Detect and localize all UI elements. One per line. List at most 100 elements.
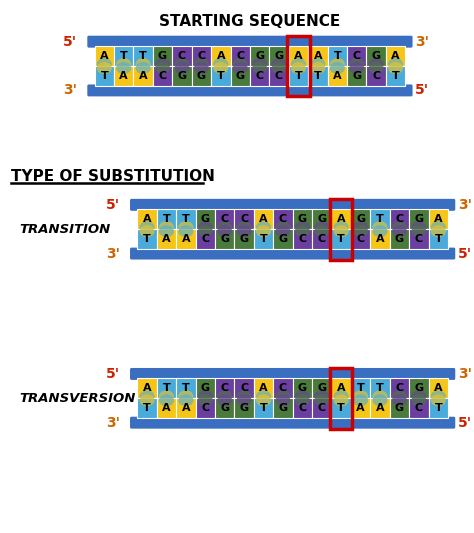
Ellipse shape — [373, 221, 388, 233]
Text: A: A — [376, 403, 384, 413]
Bar — [347, 66, 366, 86]
Text: C: C — [318, 403, 326, 413]
Text: A: A — [182, 403, 190, 413]
Text: A: A — [119, 71, 128, 81]
Bar — [254, 398, 273, 418]
Ellipse shape — [353, 225, 368, 237]
Ellipse shape — [310, 62, 326, 74]
Ellipse shape — [369, 58, 384, 70]
Bar — [292, 398, 312, 418]
Text: T: T — [182, 214, 190, 224]
Ellipse shape — [275, 225, 291, 237]
Ellipse shape — [194, 62, 209, 74]
Ellipse shape — [353, 221, 368, 233]
Bar — [95, 46, 114, 66]
Text: C: C — [275, 71, 283, 81]
Bar — [215, 398, 235, 418]
Bar — [211, 66, 230, 86]
Bar — [386, 66, 405, 86]
Ellipse shape — [136, 58, 151, 70]
Text: G: G — [201, 214, 210, 224]
Ellipse shape — [392, 390, 407, 402]
Text: 3': 3' — [458, 198, 472, 212]
Text: G: G — [278, 403, 288, 413]
Ellipse shape — [139, 394, 155, 406]
Ellipse shape — [272, 62, 287, 74]
Text: G: G — [395, 234, 404, 244]
Text: G: G — [317, 214, 326, 224]
Bar — [390, 398, 409, 418]
Bar — [386, 46, 405, 66]
Ellipse shape — [159, 390, 174, 402]
Bar — [176, 398, 196, 418]
Bar — [370, 378, 390, 398]
Ellipse shape — [194, 58, 209, 70]
Bar — [157, 378, 176, 398]
Ellipse shape — [431, 225, 446, 237]
Text: G: G — [278, 234, 288, 244]
Ellipse shape — [252, 62, 267, 74]
Ellipse shape — [198, 390, 213, 402]
Ellipse shape — [314, 390, 329, 402]
Ellipse shape — [310, 58, 326, 70]
Ellipse shape — [373, 225, 388, 237]
Text: G: G — [414, 214, 423, 224]
Bar — [273, 229, 292, 249]
Text: C: C — [356, 234, 365, 244]
Ellipse shape — [272, 58, 287, 70]
Text: A: A — [333, 71, 342, 81]
Text: G: G — [220, 234, 229, 244]
Ellipse shape — [237, 221, 252, 233]
Bar — [351, 229, 370, 249]
Bar — [172, 66, 191, 86]
Bar — [176, 209, 196, 229]
Ellipse shape — [334, 225, 349, 237]
Ellipse shape — [314, 394, 329, 406]
Bar — [196, 398, 215, 418]
Bar — [137, 229, 157, 249]
Ellipse shape — [139, 221, 155, 233]
Text: C: C — [255, 71, 264, 81]
Ellipse shape — [116, 58, 131, 70]
Text: A: A — [391, 51, 400, 61]
FancyBboxPatch shape — [87, 84, 412, 96]
Bar — [390, 229, 409, 249]
Text: C: C — [220, 214, 229, 224]
Bar — [292, 378, 312, 398]
Bar — [196, 378, 215, 398]
Bar — [95, 66, 114, 86]
Ellipse shape — [256, 225, 271, 237]
Text: TRANSITION: TRANSITION — [19, 223, 110, 236]
Bar — [287, 36, 310, 96]
FancyBboxPatch shape — [87, 36, 412, 47]
Text: 3': 3' — [63, 84, 77, 98]
Text: T: T — [376, 214, 384, 224]
Bar — [292, 209, 312, 229]
Text: T: T — [163, 214, 170, 224]
Text: C: C — [395, 214, 403, 224]
Bar — [312, 378, 331, 398]
Bar — [273, 209, 292, 229]
Text: G: G — [197, 71, 206, 81]
Ellipse shape — [314, 225, 329, 237]
Bar — [153, 46, 172, 66]
Text: G: G — [177, 71, 187, 81]
Ellipse shape — [411, 390, 427, 402]
Ellipse shape — [431, 221, 446, 233]
FancyBboxPatch shape — [130, 417, 455, 429]
Text: G: G — [414, 383, 423, 393]
Text: 5': 5' — [106, 198, 120, 212]
Text: G: G — [220, 403, 229, 413]
Text: 5': 5' — [458, 247, 472, 261]
Text: A: A — [143, 383, 151, 393]
Ellipse shape — [213, 58, 228, 70]
Ellipse shape — [155, 62, 170, 74]
Ellipse shape — [217, 394, 232, 406]
Text: T: T — [392, 71, 400, 81]
Text: C: C — [395, 383, 403, 393]
Ellipse shape — [275, 394, 291, 406]
Ellipse shape — [330, 58, 345, 70]
Text: T: T — [357, 383, 365, 393]
Bar — [176, 229, 196, 249]
Bar — [196, 209, 215, 229]
